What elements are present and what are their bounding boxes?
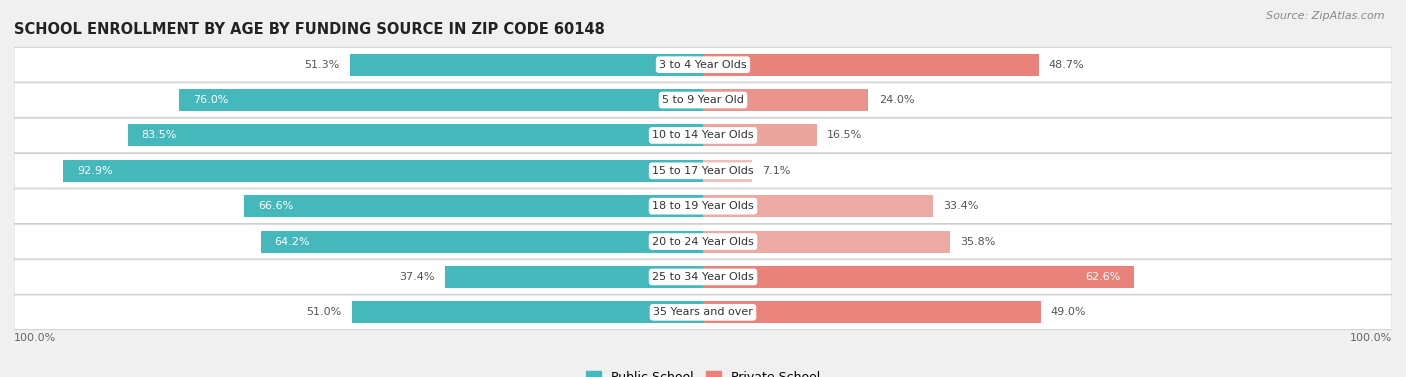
Bar: [446, 266, 703, 288]
Bar: [703, 231, 949, 253]
Text: 51.3%: 51.3%: [304, 60, 339, 70]
Text: 100.0%: 100.0%: [1350, 333, 1392, 343]
Text: 33.4%: 33.4%: [943, 201, 979, 211]
FancyBboxPatch shape: [14, 83, 1392, 117]
Bar: [260, 231, 703, 253]
Text: 25 to 34 Year Olds: 25 to 34 Year Olds: [652, 272, 754, 282]
Text: 3 to 4 Year Olds: 3 to 4 Year Olds: [659, 60, 747, 70]
Text: 66.6%: 66.6%: [257, 201, 294, 211]
FancyBboxPatch shape: [14, 48, 1392, 82]
Bar: [245, 195, 703, 217]
Text: 20 to 24 Year Olds: 20 to 24 Year Olds: [652, 236, 754, 247]
Text: 48.7%: 48.7%: [1049, 60, 1084, 70]
FancyBboxPatch shape: [14, 224, 1392, 259]
Text: 64.2%: 64.2%: [274, 236, 309, 247]
Text: 100.0%: 100.0%: [14, 333, 56, 343]
Bar: [128, 124, 703, 146]
Text: 16.5%: 16.5%: [827, 130, 862, 141]
FancyBboxPatch shape: [14, 189, 1392, 224]
Text: 62.6%: 62.6%: [1085, 272, 1121, 282]
Text: 10 to 14 Year Olds: 10 to 14 Year Olds: [652, 130, 754, 141]
Text: 35 Years and over: 35 Years and over: [652, 307, 754, 317]
FancyBboxPatch shape: [14, 260, 1392, 294]
Text: 15 to 17 Year Olds: 15 to 17 Year Olds: [652, 166, 754, 176]
Bar: [703, 54, 1039, 76]
Bar: [703, 89, 869, 111]
Text: 92.9%: 92.9%: [77, 166, 112, 176]
Text: SCHOOL ENROLLMENT BY AGE BY FUNDING SOURCE IN ZIP CODE 60148: SCHOOL ENROLLMENT BY AGE BY FUNDING SOUR…: [14, 22, 605, 37]
Text: 51.0%: 51.0%: [307, 307, 342, 317]
FancyBboxPatch shape: [14, 118, 1392, 153]
Bar: [352, 301, 703, 323]
Text: 49.0%: 49.0%: [1050, 307, 1087, 317]
Text: 35.8%: 35.8%: [960, 236, 995, 247]
Bar: [703, 301, 1040, 323]
Bar: [63, 160, 703, 182]
Text: 76.0%: 76.0%: [193, 95, 229, 105]
Text: 37.4%: 37.4%: [399, 272, 434, 282]
Text: Source: ZipAtlas.com: Source: ZipAtlas.com: [1267, 11, 1385, 21]
Bar: [703, 266, 1135, 288]
Bar: [180, 89, 703, 111]
FancyBboxPatch shape: [14, 295, 1392, 329]
Bar: [350, 54, 703, 76]
Text: 24.0%: 24.0%: [879, 95, 914, 105]
Bar: [703, 124, 817, 146]
Text: 5 to 9 Year Old: 5 to 9 Year Old: [662, 95, 744, 105]
Text: 18 to 19 Year Olds: 18 to 19 Year Olds: [652, 201, 754, 211]
Text: 83.5%: 83.5%: [142, 130, 177, 141]
Bar: [703, 160, 752, 182]
Text: 7.1%: 7.1%: [762, 166, 790, 176]
FancyBboxPatch shape: [14, 153, 1392, 188]
Bar: [703, 195, 934, 217]
Legend: Public School, Private School: Public School, Private School: [581, 366, 825, 377]
